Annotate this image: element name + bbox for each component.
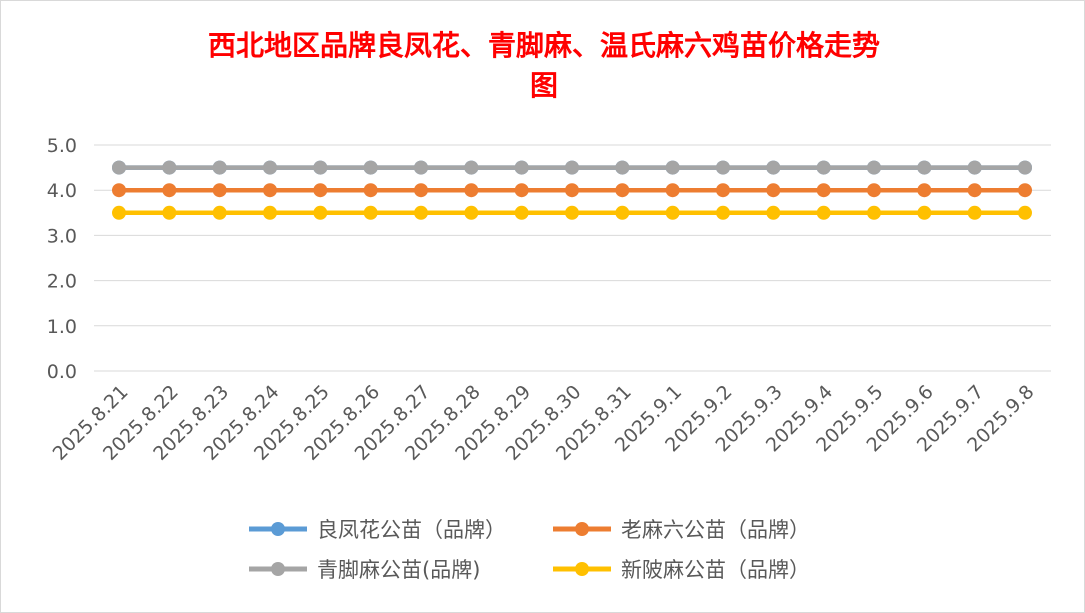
legend-label: 新陂麻公苗（品牌） (621, 558, 810, 582)
series-point (615, 160, 630, 175)
y-tick-label: 0.0 (47, 361, 77, 383)
legend-swatch-marker (271, 522, 285, 536)
series-point (665, 205, 680, 220)
series-point (162, 183, 177, 198)
series-point (665, 160, 680, 175)
series-point (917, 160, 932, 175)
series-point (514, 160, 529, 175)
series-point (414, 183, 428, 198)
series-point (565, 205, 579, 220)
series-point (212, 183, 227, 198)
y-tick-label: 1.0 (47, 316, 77, 338)
legend-label: 青脚麻公苗(品牌) (317, 558, 480, 582)
series-point (414, 160, 428, 175)
y-tick-label: 5.0 (47, 135, 77, 157)
series-point (917, 205, 932, 220)
series-lines (112, 160, 1032, 220)
series-point (816, 183, 831, 198)
legend-swatch-marker (575, 562, 589, 576)
series-point (1018, 183, 1032, 198)
series-point (363, 160, 378, 175)
gridlines (94, 144, 1051, 372)
series-point (1018, 205, 1032, 220)
series-point (565, 160, 579, 175)
series-point (967, 205, 982, 220)
series-point (917, 183, 932, 198)
legend-item: 新陂麻公苗（品牌） (553, 558, 810, 582)
series-point (867, 160, 881, 175)
series-point (112, 160, 126, 175)
series-point (766, 205, 781, 220)
series-point (212, 205, 227, 220)
series-point (967, 160, 982, 175)
series-point (464, 183, 479, 198)
legend: 良凤花公苗（品牌） 老麻六公苗（品牌） 青脚麻公苗(品牌) 新陂麻公苗（品牌） (249, 518, 810, 582)
series-point (716, 183, 730, 198)
series-point (967, 183, 982, 198)
series-point (263, 205, 277, 220)
series-point (414, 205, 428, 220)
series-point (263, 183, 277, 198)
legend-swatch-marker (271, 562, 285, 576)
y-tick-label: 3.0 (47, 225, 77, 247)
series-point (363, 183, 378, 198)
chart-title-line2: 图 (530, 69, 558, 102)
y-axis-ticks: 0.0 1.0 2.0 3.0 4.0 5.0 (47, 135, 77, 383)
chart-title-line1: 西北地区品牌良凤花、青脚麻、温氏麻六鸡苗价格走势 (208, 29, 880, 62)
series-point (816, 160, 831, 175)
series-point (716, 160, 730, 175)
series-point (514, 183, 529, 198)
series-point (112, 183, 126, 198)
series-point (162, 160, 177, 175)
series-point (565, 183, 579, 198)
series-point (615, 183, 630, 198)
legend-item: 青脚麻公苗(品牌) (249, 558, 480, 582)
series-point (816, 205, 831, 220)
series-point (162, 205, 177, 220)
series-point (615, 205, 630, 220)
series-point (1018, 160, 1032, 175)
series-point (313, 183, 328, 198)
series-point (716, 205, 730, 220)
series-point (867, 205, 881, 220)
legend-swatch-marker (575, 522, 589, 536)
series-point (867, 183, 881, 198)
series-point (665, 183, 680, 198)
series-point (363, 205, 378, 220)
series-point (464, 205, 479, 220)
legend-item: 良凤花公苗（品牌） (249, 518, 506, 542)
series-point (514, 205, 529, 220)
series-2 (112, 160, 1032, 175)
series-point (112, 205, 126, 220)
series-3 (112, 205, 1032, 220)
y-tick-label: 4.0 (47, 180, 77, 202)
series-point (464, 160, 479, 175)
y-tick-label: 2.0 (47, 271, 77, 293)
x-axis-ticks: 2025.8.212025.8.222025.8.232025.8.242025… (49, 381, 1039, 465)
legend-label: 良凤花公苗（品牌） (317, 518, 506, 542)
series-1 (112, 183, 1032, 198)
series-point (212, 160, 227, 175)
series-point (313, 160, 328, 175)
series-point (263, 160, 277, 175)
series-point (313, 205, 328, 220)
series-point (766, 183, 781, 198)
legend-item: 老麻六公苗（品牌） (553, 518, 810, 542)
series-point (766, 160, 781, 175)
legend-label: 老麻六公苗（品牌） (621, 518, 810, 542)
